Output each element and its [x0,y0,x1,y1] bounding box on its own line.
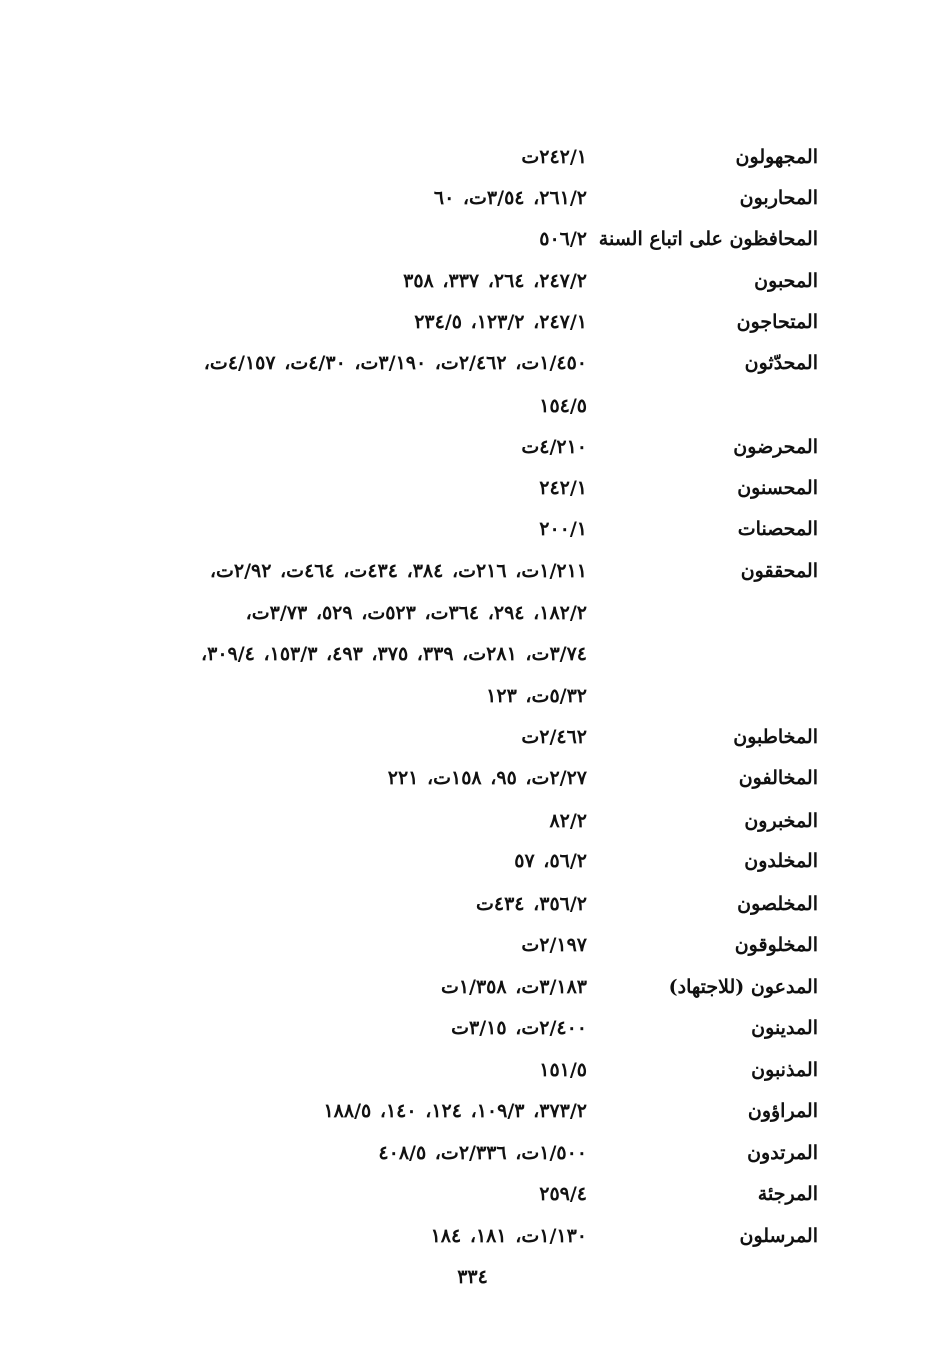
entry-headword: المرسلون [739,1225,818,1247]
entry-references: ٢٤٢/١ [539,477,587,499]
index-entry: المخلدون ٥٦/٢، ٥٧ [0,850,945,890]
entry-headword: المحدّثون [744,352,818,374]
entry-headword: المحرضون [733,436,818,458]
entry-references: ٢/٢٧ت، ٩٥، ١٥٨ت، ٢٢١ [387,767,587,789]
index-entry: المرتدون ١/٥٠٠ت، ٢/٣٣٦ت، ٤٠٨/٥ [0,1142,945,1182]
entry-references: ١٥٤/٥ [539,395,587,417]
entry-references: ٥٠٦/٢ [539,228,587,250]
entry-references: ٢٤٧/٢، ٢٦٤، ٣٣٧، ٣٥٨ [403,270,587,292]
entry-headword: المرتدون [747,1142,818,1164]
index-entry: المحققون ١/٢١١ت، ٢١٦ت، ٣٨٤، ٤٣٤ت، ٤٦٤ت، ٢… [0,560,945,600]
index-entry: المخاطبون ٢/٤٦٢ت [0,726,945,766]
index-entry: المحدّثون ١/٤٥٠ت، ٢/٤٦٢ت، ٣/١٩٠ت، ٤/٣٠ت، … [0,352,945,392]
entry-references: ٥٦/٢، ٥٧ [514,850,587,872]
index-entry: المرسلون ١/١٣٠ت، ١٨١، ١٨٤ [0,1225,945,1265]
entry-headword: المدينون [751,1017,818,1039]
entry-references: ٢٥٩/٤ [539,1183,587,1205]
entry-references: ٣/١٨٣ت، ١/٣٥٨ت [440,976,587,998]
index-entry: المخبرون ٨٢/٢ [0,810,945,850]
entry-headword: المذنبون [751,1059,818,1081]
index-entry: ١٨٢/٢، ٢٩٤، ٣٦٤ت، ٥٢٣ت، ٥٢٩، ٣/٧٣ت، [0,602,945,642]
index-entry: المدعون (للاجتهاد) ٣/١٨٣ت، ١/٣٥٨ت [0,976,945,1016]
entry-headword: المحققون [740,560,818,582]
index-entry: المحافظون على اتباع السنة ٥٠٦/٢ [0,228,945,268]
entry-headword: المخبرون [744,810,818,832]
entry-references: ١/٥٠٠ت، ٢/٣٣٦ت، ٤٠٨/٥ [378,1142,587,1164]
entry-headword: المحافظون على اتباع السنة [598,228,818,250]
entry-headword: المحاربون [739,187,818,209]
entry-references: ٣٥٦/٢، ٤٣٤ت [475,893,587,915]
index-entry: المخلصون ٣٥٦/٢، ٤٣٤ت [0,893,945,933]
entry-headword: المخالفون [738,767,818,789]
entry-references: ٥/٣٢ت، ١٢٣ [486,685,587,707]
index-entry: المحصنات ٢٠٠/١ [0,518,945,558]
index-entry: المتحاجون ٢٤٧/١، ١٢٣/٢، ٢٣٤/٥ [0,311,945,351]
entry-references: ٤/٢١٠ت [521,436,587,458]
entry-headword: المحسنون [737,477,818,499]
index-entry: المراؤون ٣٧٣/٢، ١٠٩/٣، ١٢٤، ١٤٠، ١٨٨/٥ [0,1100,945,1140]
index-entry: المذنبون ١٥١/٥ [0,1059,945,1099]
index-entry: ٥/٣٢ت، ١٢٣ [0,685,945,725]
entry-references: ٢/٤٠٠ت، ٣/١٥ت [451,1017,587,1039]
page-number: ٣٣٤ [457,1266,488,1288]
entry-headword: المدعون (للاجتهاد) [668,976,818,998]
entry-references: ١/٢١١ت، ٢١٦ت، ٣٨٤، ٤٣٤ت، ٤٦٤ت، ٢/٩٢ت، [209,560,587,582]
entry-headword: المحصنات [737,518,818,540]
entry-headword: المخاطبون [733,726,818,748]
entry-headword: المجهولون [735,146,818,168]
index-entry: المرجئة ٢٥٩/٤ [0,1183,945,1223]
entry-references: ٢٦١/٢، ٣/٥٤ت، ٦٠ [433,187,587,209]
entry-headword: المخلدون [744,850,818,872]
entry-references: ٣٧٣/٢، ١٠٩/٣، ١٢٤، ١٤٠، ١٨٨/٥ [323,1100,587,1122]
entry-headword: المحبون [754,270,818,292]
index-entry: المخالفون ٢/٢٧ت، ٩٥، ١٥٨ت، ٢٢١ [0,767,945,807]
entry-headword: المرجئة [757,1183,818,1205]
index-entry: المخلوقون ٢/١٩٧ت [0,934,945,974]
index-entry: المحسنون ٢٤٢/١ [0,477,945,517]
index-entry: المحبون ٢٤٧/٢، ٢٦٤، ٣٣٧، ٣٥٨ [0,270,945,310]
entry-references: ٢٤٢/١ت [521,146,587,168]
entry-headword: المخلوقون [734,934,818,956]
index-entry: ٣/٧٤ت، ٢٨١ت، ٣٣٩، ٣٧٥، ٤٩٣، ١٥٣/٣، ٣٠٩/٤… [0,643,945,683]
entry-references: ١٥١/٥ [539,1059,587,1081]
entry-references: ٨٢/٢ [549,810,587,832]
entry-references: ٢٤٧/١، ١٢٣/٢، ٢٣٤/٥ [414,311,587,333]
entry-references: ٢٠٠/١ [539,518,587,540]
index-entry: المحاربون ٢٦١/٢، ٣/٥٤ت، ٦٠ [0,187,945,227]
index-entry: المحرضون ٤/٢١٠ت [0,436,945,476]
index-entry: المدينون ٢/٤٠٠ت، ٣/١٥ت [0,1017,945,1057]
entry-headword: المخلصون [737,893,818,915]
entry-references: ١/٤٥٠ت، ٢/٤٦٢ت، ٣/١٩٠ت، ٤/٣٠ت، ٤/١٥٧ت، [203,352,587,374]
entry-headword: المتحاجون [736,311,818,333]
entry-references: ٢/٤٦٢ت [521,726,587,748]
entry-references: ٢/١٩٧ت [521,934,587,956]
entry-references: ١/١٣٠ت، ١٨١، ١٨٤ [430,1225,587,1247]
entry-headword: المراؤون [747,1100,818,1122]
index-entry: المجهولون ٢٤٢/١ت [0,146,945,186]
entry-references: ٣/٧٤ت، ٢٨١ت، ٣٣٩، ٣٧٥، ٤٩٣، ١٥٣/٣، ٣٠٩/٤… [200,643,587,665]
entry-references: ١٨٢/٢، ٢٩٤، ٣٦٤ت، ٥٢٣ت، ٥٢٩، ٣/٧٣ت، [245,602,587,624]
index-entry: ١٥٤/٥ [0,395,945,435]
